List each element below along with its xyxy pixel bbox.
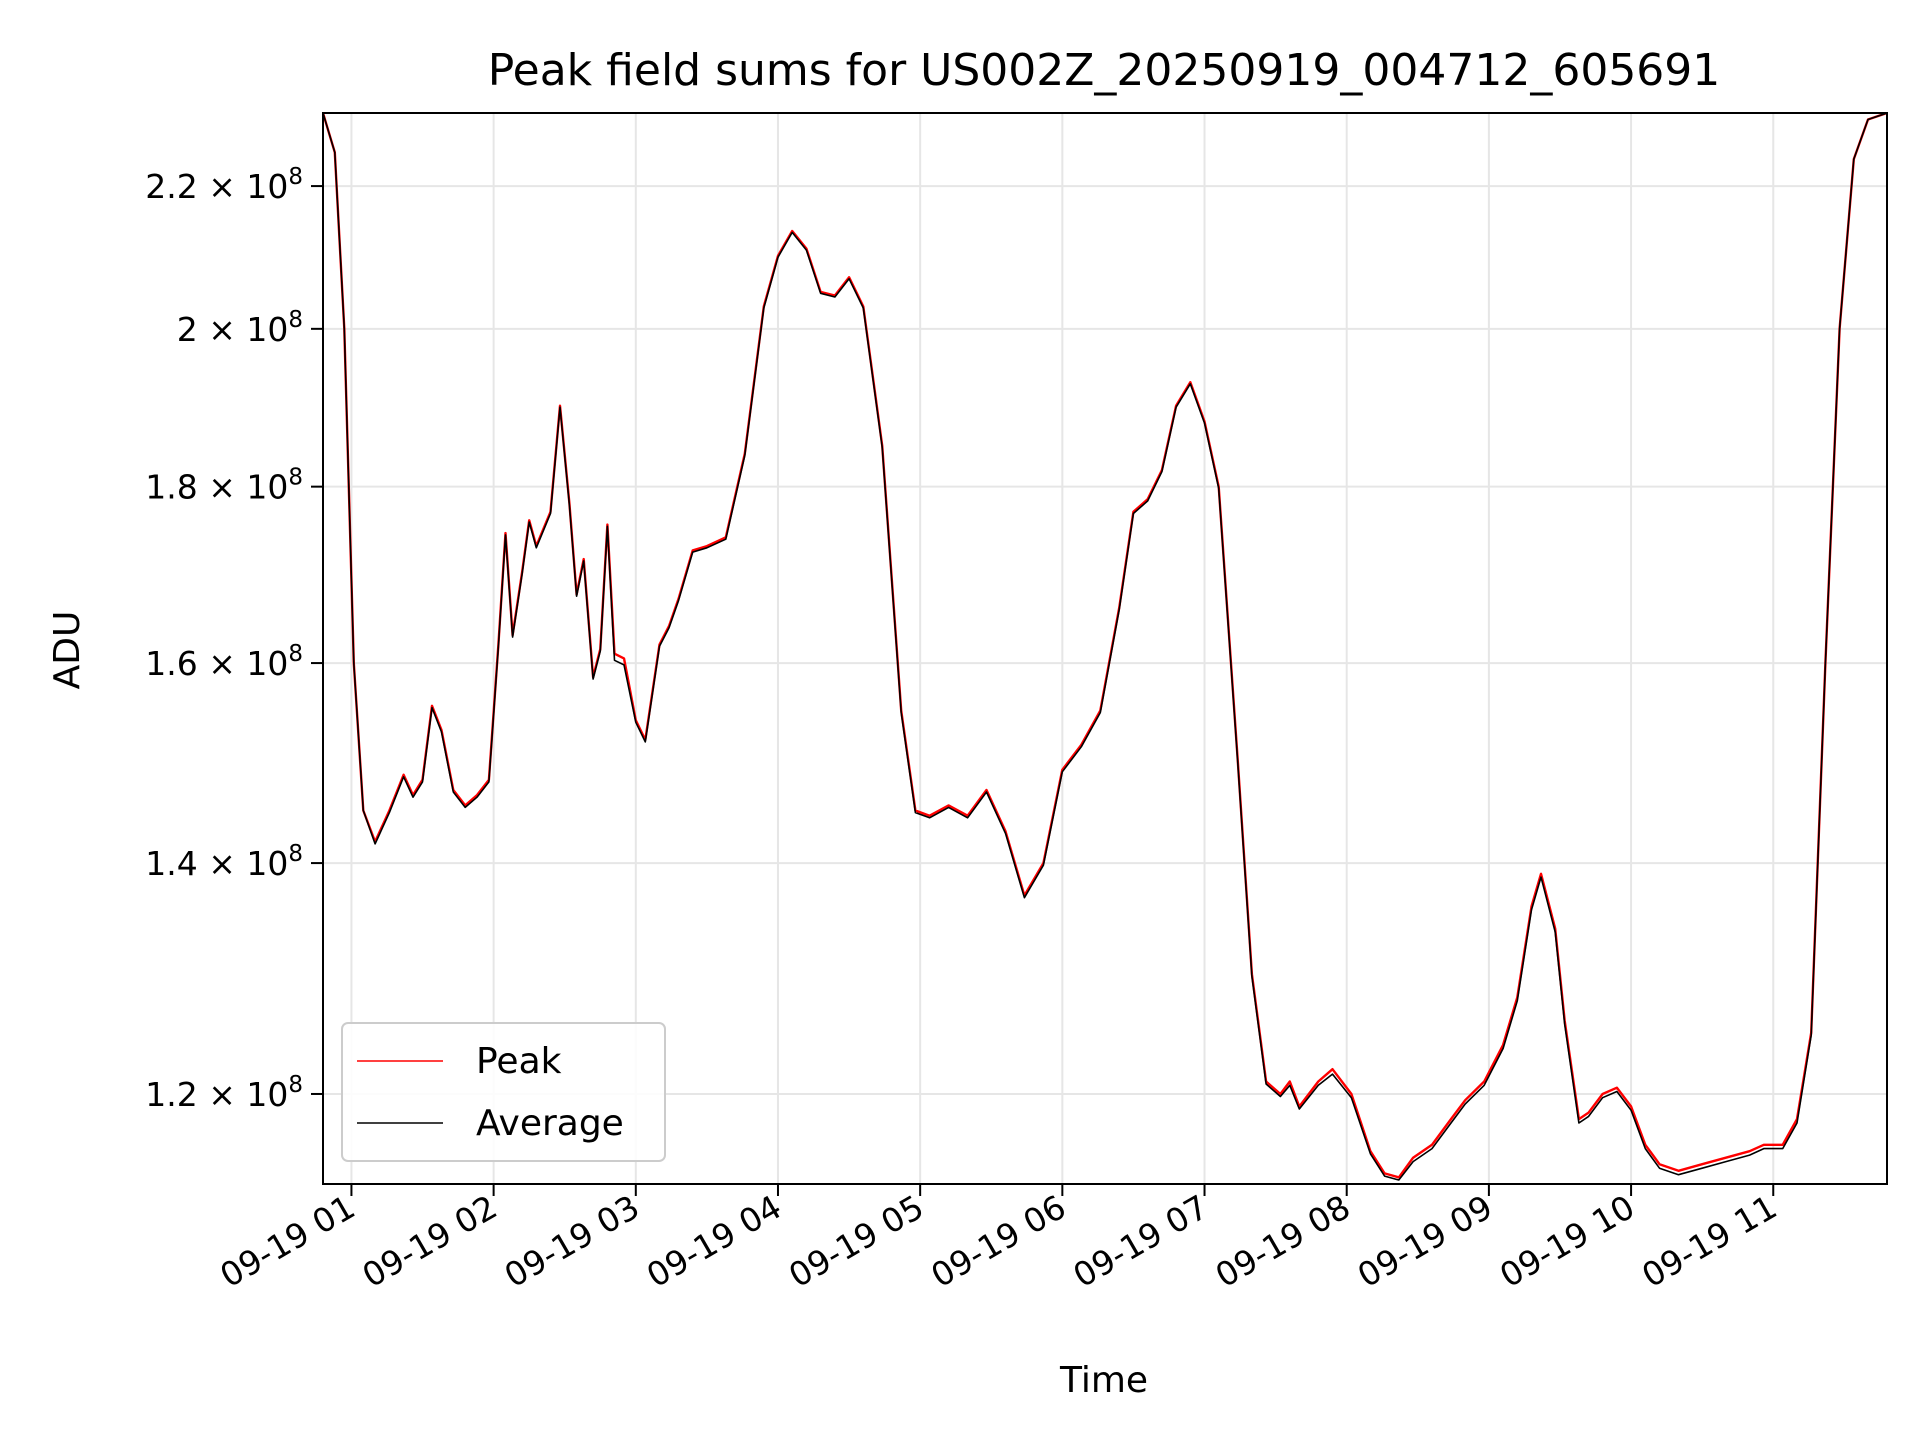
legend: Peak Average — [341, 1022, 666, 1162]
x-axis-label: Time — [1059, 1360, 1148, 1401]
series-lines — [323, 113, 1887, 1181]
series-line-average — [323, 113, 1887, 1181]
legend-label-average: Average — [476, 1103, 624, 1144]
y-axis-label: ADU — [47, 611, 88, 690]
legend-label-peak: Peak — [476, 1041, 562, 1082]
plot-frame — [322, 112, 1888, 1185]
y-tick-label: 2 × 108 — [177, 307, 303, 349]
y-tick-label: 1.2 × 108 — [145, 1072, 303, 1114]
grid — [323, 113, 1887, 1184]
y-tick-label: 1.4 × 108 — [145, 841, 303, 883]
y-axis-ticks: 1.2 × 108 1.4 × 108 1.6 × 108 1.8 × 108 2 × … — [145, 164, 323, 1114]
legend-box — [341, 1022, 666, 1162]
y-tick-label: 1.8 × 108 — [145, 465, 303, 507]
y-tick-label: 2.2 × 108 — [145, 164, 303, 206]
y-tick-label: 1.6 × 108 — [145, 641, 303, 683]
chart-title: Peak field sums for US002Z_20250919_0047… — [488, 45, 1721, 96]
